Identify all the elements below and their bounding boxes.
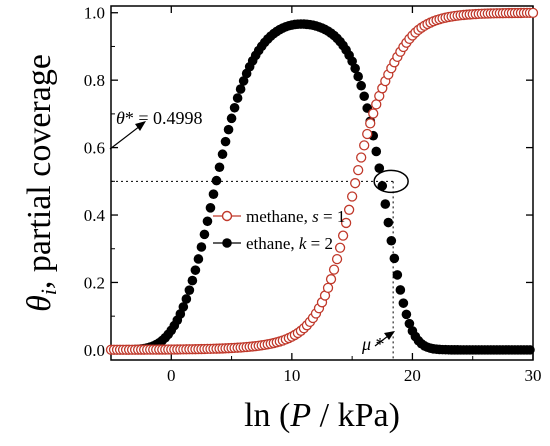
ethane-point bbox=[350, 63, 360, 74]
theta-star-arrow bbox=[109, 121, 146, 150]
y-tick-label: 0.4 bbox=[84, 206, 106, 225]
ethane-point bbox=[398, 298, 409, 308]
series-ethane bbox=[106, 19, 535, 355]
legend-ethane-name: ethane bbox=[246, 234, 290, 253]
methane-point bbox=[368, 108, 379, 119]
methane-point bbox=[362, 128, 373, 140]
ethane-point bbox=[359, 91, 370, 102]
ethane-point bbox=[404, 318, 415, 329]
x-axis-title: ln (P / kPa) bbox=[244, 397, 400, 434]
ethane-point bbox=[220, 136, 231, 147]
x-tick-label: 20 bbox=[404, 366, 421, 385]
ethane-point bbox=[187, 275, 198, 286]
ethane-point bbox=[181, 294, 192, 304]
y-tick-label: 0.0 bbox=[84, 341, 105, 360]
ethane-point bbox=[232, 93, 243, 103]
y-tick-label: 0.8 bbox=[84, 71, 105, 90]
mu-star-arrow bbox=[374, 331, 395, 347]
x-tick-label: 30 bbox=[525, 366, 542, 385]
y-tick-label: 1.0 bbox=[84, 4, 105, 23]
ethane-point bbox=[178, 302, 189, 312]
ethane-point bbox=[238, 76, 249, 86]
methane-point bbox=[359, 140, 370, 151]
ethane-point bbox=[226, 113, 237, 124]
x-axis-title-suffix: / kPa) bbox=[311, 397, 400, 434]
x-tick-label: 0 bbox=[167, 366, 176, 385]
y-axis-title-var: θ bbox=[21, 295, 58, 312]
legend-methane-value: 1 bbox=[337, 207, 346, 226]
methane-point bbox=[337, 230, 349, 241]
ethane-point bbox=[401, 309, 412, 320]
theta-star-value: * = 0.4998 bbox=[125, 108, 203, 128]
y-axis-title-suffix: , partial coverage bbox=[21, 54, 58, 289]
methane-point bbox=[527, 7, 539, 19]
ethane-point bbox=[196, 242, 207, 252]
methane-point bbox=[340, 217, 352, 229]
ethane-point bbox=[217, 149, 228, 160]
legend-methane-name: methane bbox=[246, 207, 304, 226]
mu-star-symbol: μ bbox=[361, 334, 371, 354]
mu-star-annotation: μ * bbox=[361, 334, 385, 354]
methane-point bbox=[322, 282, 334, 294]
ethane-point bbox=[525, 345, 535, 355]
ethane-point bbox=[374, 163, 385, 173]
ethane-point bbox=[193, 254, 204, 264]
series-methane bbox=[105, 7, 539, 355]
legend-ethane-marker bbox=[222, 238, 232, 248]
x-axis-title-prefix: ln ( bbox=[244, 397, 290, 434]
theta-star-annotation: θ* = 0.4998 bbox=[116, 108, 203, 128]
ethane-point bbox=[229, 102, 240, 113]
ethane-point bbox=[386, 235, 397, 246]
legend-ethane-label: ethane, k = 2 bbox=[246, 234, 333, 253]
ethane-point bbox=[214, 162, 225, 173]
mu-star-suffix: * bbox=[371, 334, 385, 354]
legend: methane, s = 1 ethane, k = 2 bbox=[213, 207, 345, 253]
x-tick-label: 10 bbox=[283, 366, 300, 385]
legend-methane-label: methane, s = 1 bbox=[246, 207, 345, 226]
ethane-point bbox=[184, 285, 195, 295]
ethane-point bbox=[395, 285, 406, 295]
y-axis-title-sub: i bbox=[36, 289, 61, 295]
legend-methane-param: s bbox=[312, 207, 319, 226]
methane-point bbox=[328, 264, 340, 275]
ethane-point bbox=[235, 84, 246, 94]
ethane-point bbox=[205, 203, 216, 213]
ethane-point bbox=[389, 253, 400, 264]
y-tick-label: 0.6 bbox=[84, 139, 105, 158]
ethane-point bbox=[190, 265, 201, 275]
x-axis-title-var: P bbox=[289, 397, 311, 434]
theta-star-symbol: θ bbox=[116, 108, 125, 128]
methane-point bbox=[346, 191, 358, 202]
ethane-point bbox=[392, 270, 403, 280]
methane-point bbox=[331, 253, 343, 265]
ethane-point bbox=[377, 181, 388, 191]
ethane-point bbox=[383, 217, 394, 228]
ethane-point bbox=[211, 175, 222, 186]
methane-point bbox=[350, 178, 361, 189]
legend-ethane-value: 2 bbox=[325, 234, 334, 253]
crossing-point-ellipse bbox=[373, 169, 409, 194]
legend-ethane-param: k bbox=[299, 234, 307, 253]
ethane-point bbox=[223, 124, 234, 135]
ethane-point bbox=[199, 229, 210, 240]
y-tick-label: 0.2 bbox=[84, 273, 105, 292]
ethane-point bbox=[353, 71, 363, 82]
methane-point bbox=[343, 204, 355, 215]
ethane-point bbox=[371, 146, 382, 157]
y-axis-title: θi, partial coverage bbox=[21, 54, 61, 312]
ethane-point bbox=[380, 199, 391, 209]
methane-point bbox=[365, 118, 376, 129]
plot-frame bbox=[110, 5, 534, 361]
ethane-point bbox=[356, 80, 366, 91]
methane-point bbox=[325, 274, 337, 285]
methane-point bbox=[353, 164, 364, 176]
methane-point bbox=[356, 152, 367, 163]
methane-point bbox=[334, 242, 346, 253]
ethane-point bbox=[202, 216, 213, 227]
methane-point bbox=[371, 99, 382, 110]
ethane-point bbox=[208, 189, 219, 199]
legend-methane-marker bbox=[221, 210, 233, 222]
